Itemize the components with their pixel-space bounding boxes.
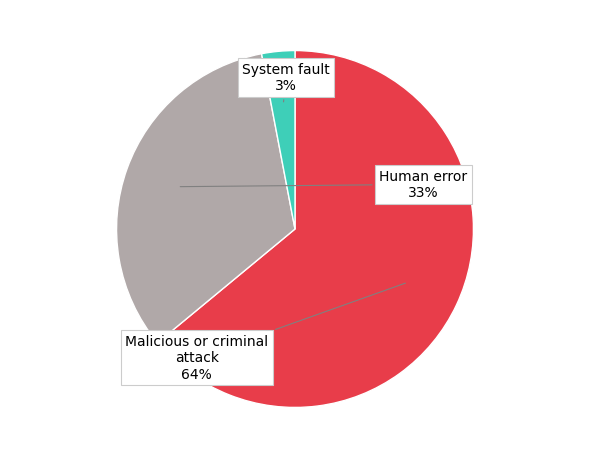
Text: Human error
33%: Human error 33% [181,170,467,200]
Text: Malicious or criminal
attack
64%: Malicious or criminal attack 64% [125,284,405,381]
Text: System fault
3%: System fault 3% [242,63,330,103]
Wedge shape [117,55,295,343]
Wedge shape [158,51,473,408]
Wedge shape [261,51,295,230]
